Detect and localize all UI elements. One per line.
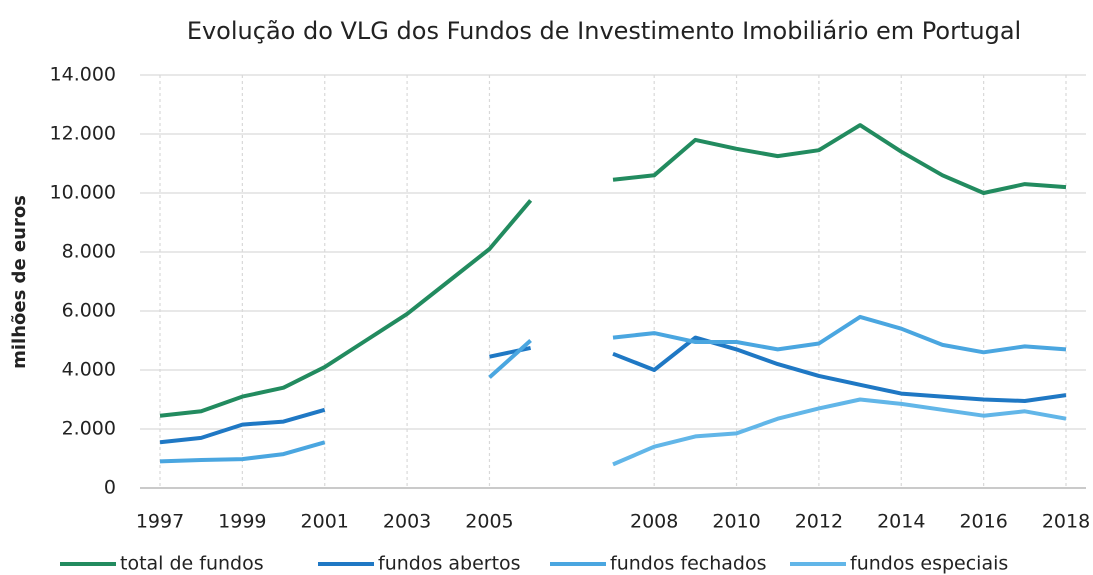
- x-tick-label: 2016: [959, 511, 1007, 533]
- y-tick-label: 10.000: [50, 182, 116, 204]
- series-line: [612, 397, 1067, 467]
- x-tick-label: 1997: [136, 511, 184, 533]
- y-tick-label: 14.000: [50, 64, 116, 86]
- x-tick-label: 2010: [712, 511, 760, 533]
- y-tick-label: 0: [104, 477, 116, 499]
- y-tick-label: 4.000: [62, 359, 116, 381]
- series-line: [159, 123, 1067, 418]
- x-tick-label: 2001: [301, 511, 349, 533]
- x-tick-label: 2018: [1042, 511, 1090, 533]
- y-tick-label: 12.000: [50, 123, 116, 145]
- y-tick-label: 2.000: [62, 418, 116, 440]
- legend-label: total de fundos: [120, 553, 264, 575]
- x-tick-label: 2012: [795, 511, 843, 533]
- y-axis-label: milhões de euros: [9, 195, 30, 369]
- x-tick-label: 2008: [630, 511, 678, 533]
- y-tick-label: 8.000: [62, 241, 116, 263]
- x-tick-label: 1999: [218, 511, 266, 533]
- legend-label: fundos abertos: [378, 553, 521, 575]
- x-tick-label: 2003: [383, 511, 431, 533]
- legend-label: fundos fechados: [610, 553, 767, 575]
- legend-label: fundos especiais: [850, 553, 1008, 575]
- series-line: [159, 314, 1067, 464]
- x-tick-label: 2014: [877, 511, 925, 533]
- series-line: [159, 335, 1067, 445]
- y-tick-label: 6.000: [62, 300, 116, 322]
- x-tick-label: 2005: [465, 511, 513, 533]
- chart-title: Evolução do VLG dos Fundos de Investimen…: [187, 17, 1021, 45]
